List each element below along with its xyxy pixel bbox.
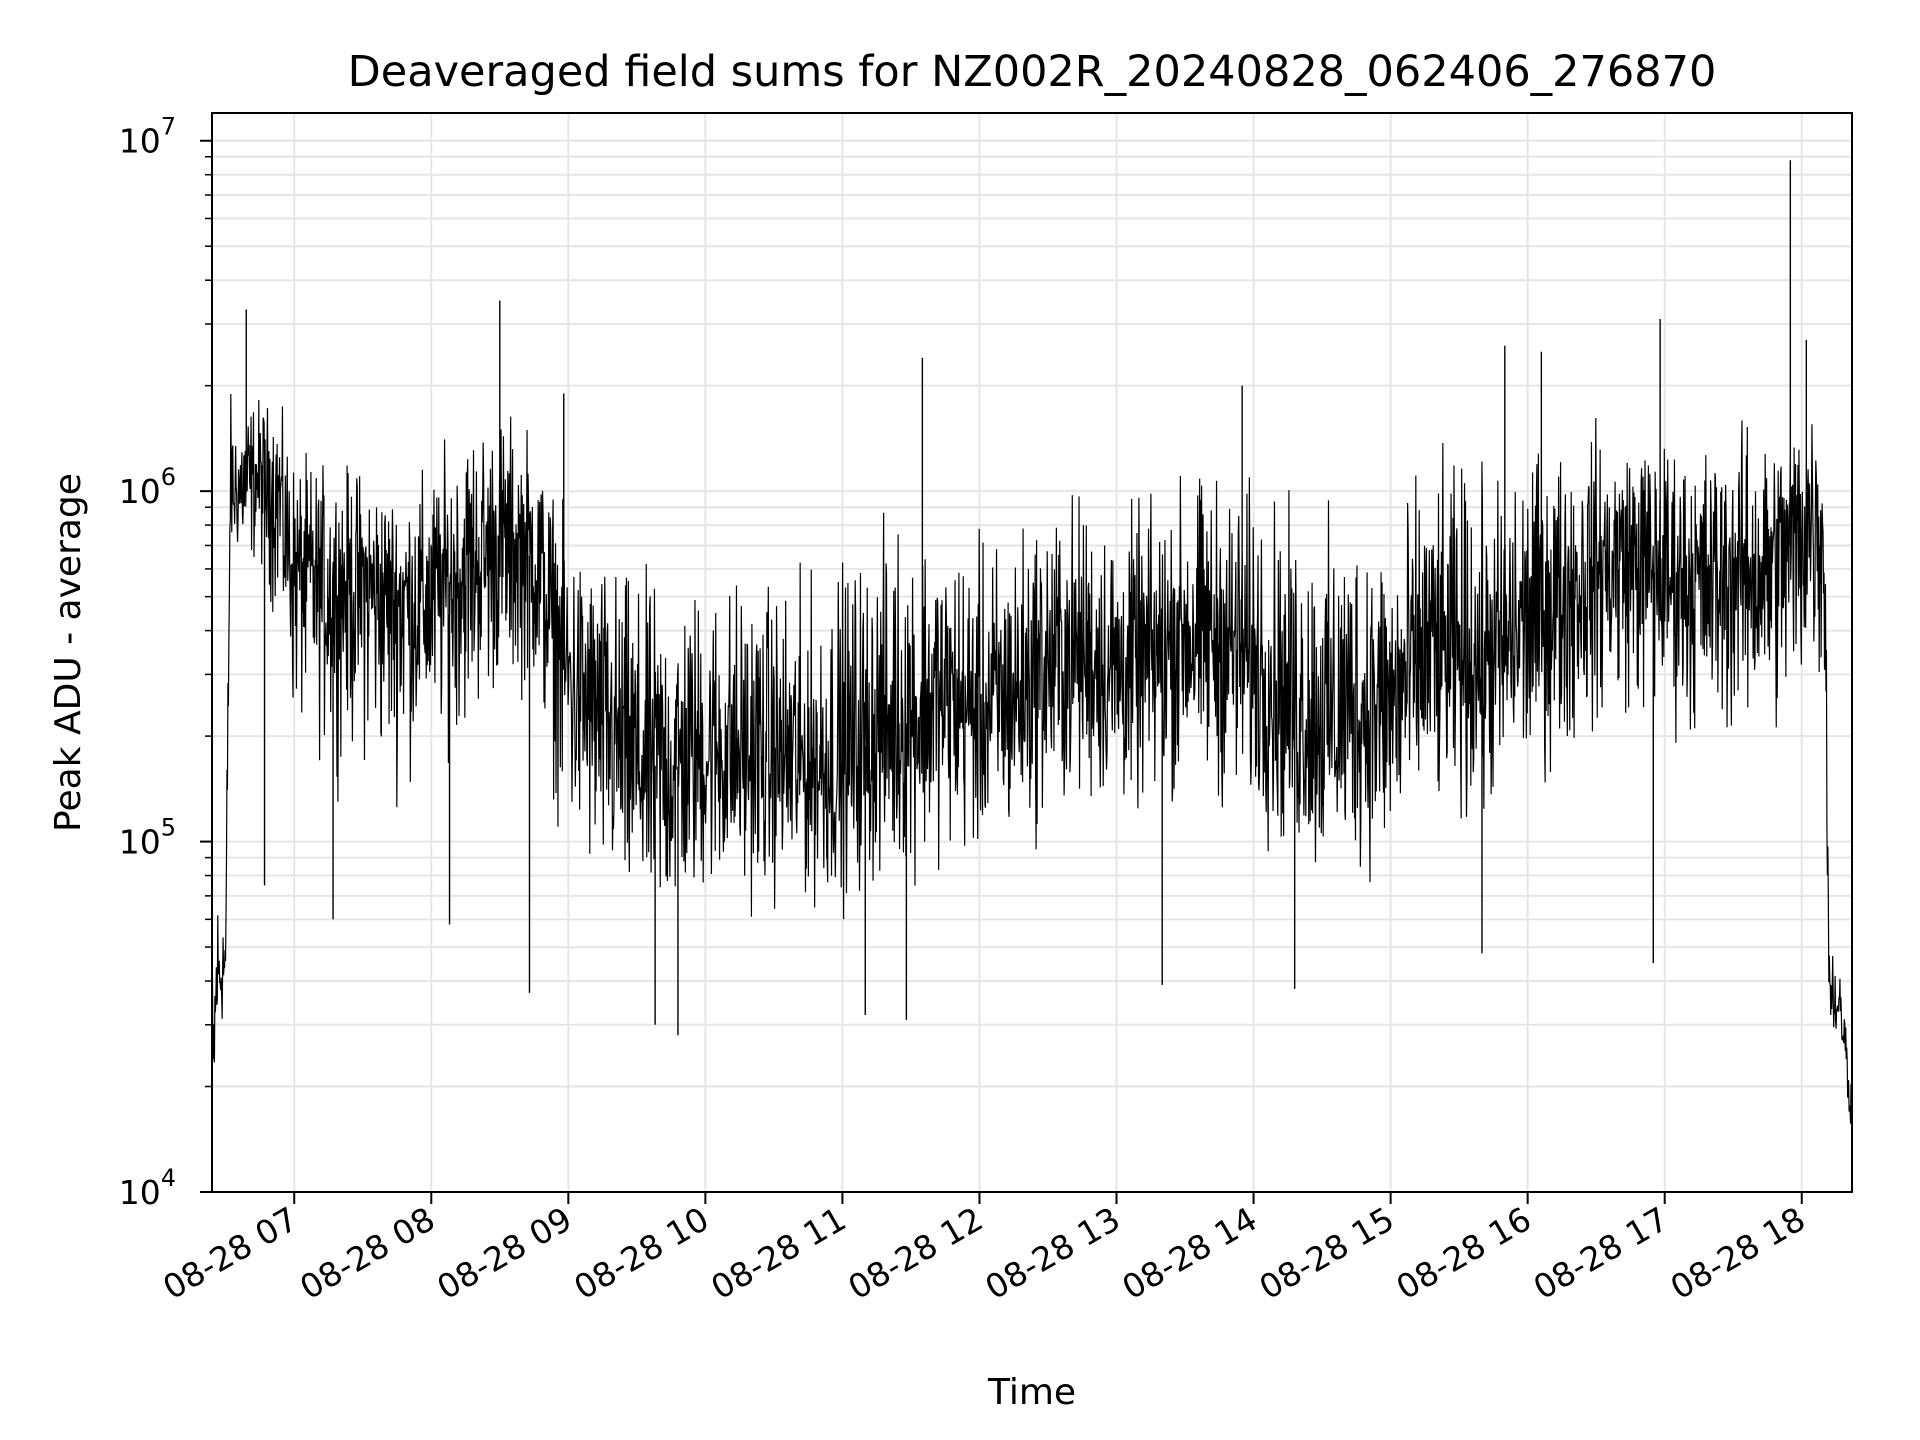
y-tick-label: 104 xyxy=(119,1164,176,1212)
x-tick-label: 08-28 17 xyxy=(1527,1199,1675,1307)
x-tick-label: 08-28 14 xyxy=(1116,1199,1264,1307)
x-tick-label: 08-28 11 xyxy=(704,1199,852,1307)
x-tick-label: 08-28 15 xyxy=(1253,1199,1401,1307)
x-tick-label: 08-28 12 xyxy=(841,1199,989,1307)
series-line xyxy=(211,160,1853,1138)
x-tick-label: 08-28 10 xyxy=(567,1199,715,1307)
y-tick-label: 106 xyxy=(119,463,176,511)
x-tick-label: 08-28 16 xyxy=(1390,1199,1538,1307)
x-tick-label: 08-28 18 xyxy=(1664,1199,1812,1307)
plot-frame xyxy=(211,112,1853,1193)
y-axis-title: Peak ADU - average xyxy=(48,473,89,832)
x-tick-label: 08-28 07 xyxy=(156,1199,304,1307)
x-tick-label: 08-28 09 xyxy=(430,1199,578,1307)
x-tick-label: 08-28 08 xyxy=(293,1199,441,1307)
x-axis-title: Time xyxy=(987,1372,1076,1413)
y-tick-label: 105 xyxy=(119,814,176,862)
y-tick-label: 107 xyxy=(119,113,176,161)
x-tick-label: 08-28 13 xyxy=(979,1199,1127,1307)
y-axis: 104 105 106 107 xyxy=(119,113,212,1212)
chart-title: Deaveraged field sums for NZ002R_2024082… xyxy=(348,47,1717,97)
series-path xyxy=(211,393,1853,1138)
